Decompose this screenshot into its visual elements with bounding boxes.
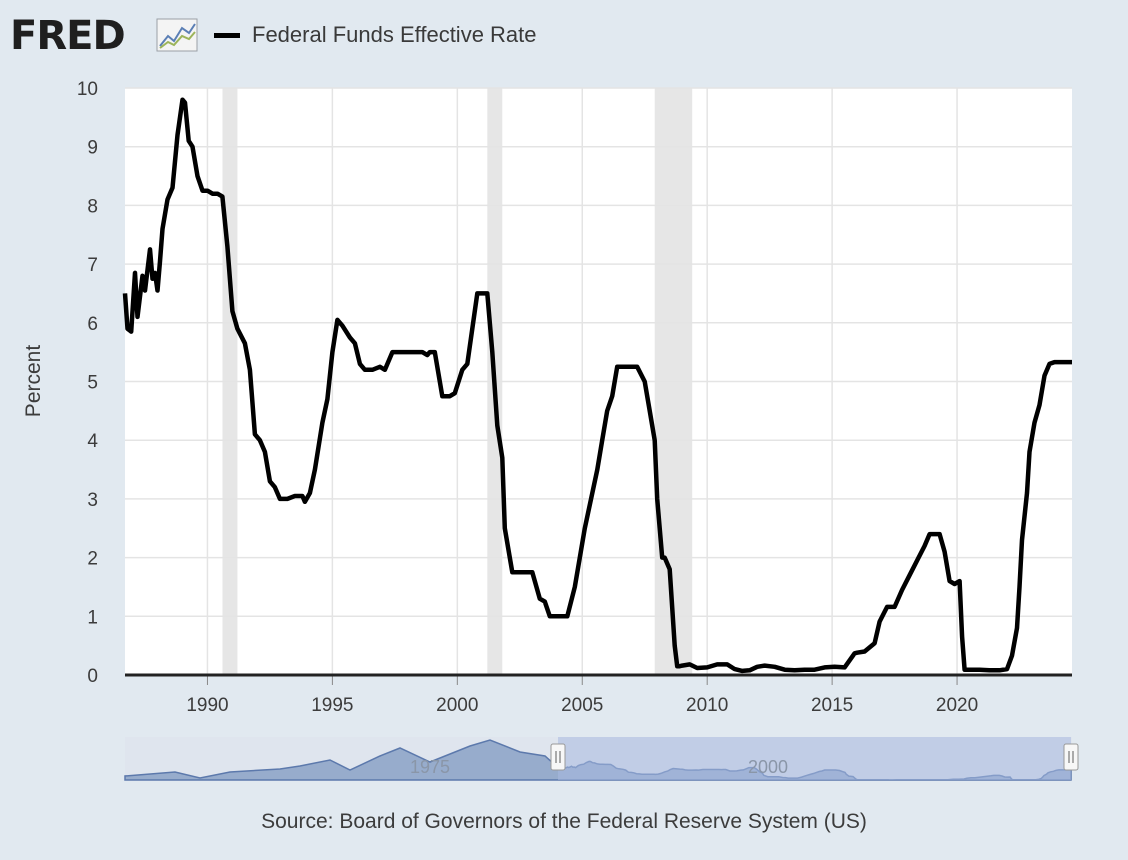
fred-logo[interactable]: FRED [10,13,126,59]
y-tick-label-10: 10 [77,79,98,100]
series-line-fed-funds[interactable] [122,97,1072,674]
y-tick-label-9: 9 [87,138,98,159]
source-note: Source: Board of Governors of the Federa… [261,810,867,833]
x-tick-label-2010: 2010 [686,695,728,716]
y-axis-ticks: 0 1 2 3 4 5 6 7 8 9 10 [77,79,99,687]
range-navigator[interactable]: 1975 2000 [124,737,1079,781]
y-tick-label-6: 6 [87,314,98,335]
navigator-right-handle[interactable] [1063,743,1079,771]
y-tick-label-5: 5 [87,373,98,394]
y-tick-label-8: 8 [87,196,98,217]
x-tick-label-2000: 2000 [436,695,478,716]
y-tick-label-2: 2 [87,549,98,570]
navigator-left-handle[interactable] [550,743,566,771]
y-tick-label-4: 4 [87,431,98,452]
chart-header: FRED Federal Funds Effective Rate [0,0,1128,70]
x-tick-label-2005: 2005 [561,695,603,716]
y-tick-label-7: 7 [87,255,98,276]
x-tick-label-1995: 1995 [311,695,353,716]
legend-line-swatch [214,33,240,38]
y-tick-label-0: 0 [87,666,98,687]
y-tick-label-3: 3 [87,490,98,511]
x-tick-label-1990: 1990 [186,695,228,716]
y-tick-label-1: 1 [87,607,98,628]
line-chart: 0 1 2 3 4 5 6 7 8 9 10 1990 1995 2000 2005 2010 2015 202… [22,79,1079,781]
navigator-label-1975: 1975 [410,757,450,777]
grid-lines [125,87,1072,675]
navigator-selection[interactable] [558,737,1071,780]
legend-label: Federal Funds Effective Rate [252,22,537,47]
x-tick-label-2020: 2020 [936,695,978,716]
y-axis-label: Percent [22,345,45,418]
navigator-label-2000: 2000 [748,757,788,777]
x-tick-label-2015: 2015 [811,695,853,716]
line-chart-icon [156,18,198,52]
x-axis-ticks: 1990 1995 2000 2005 2010 2015 2020 [186,675,978,716]
